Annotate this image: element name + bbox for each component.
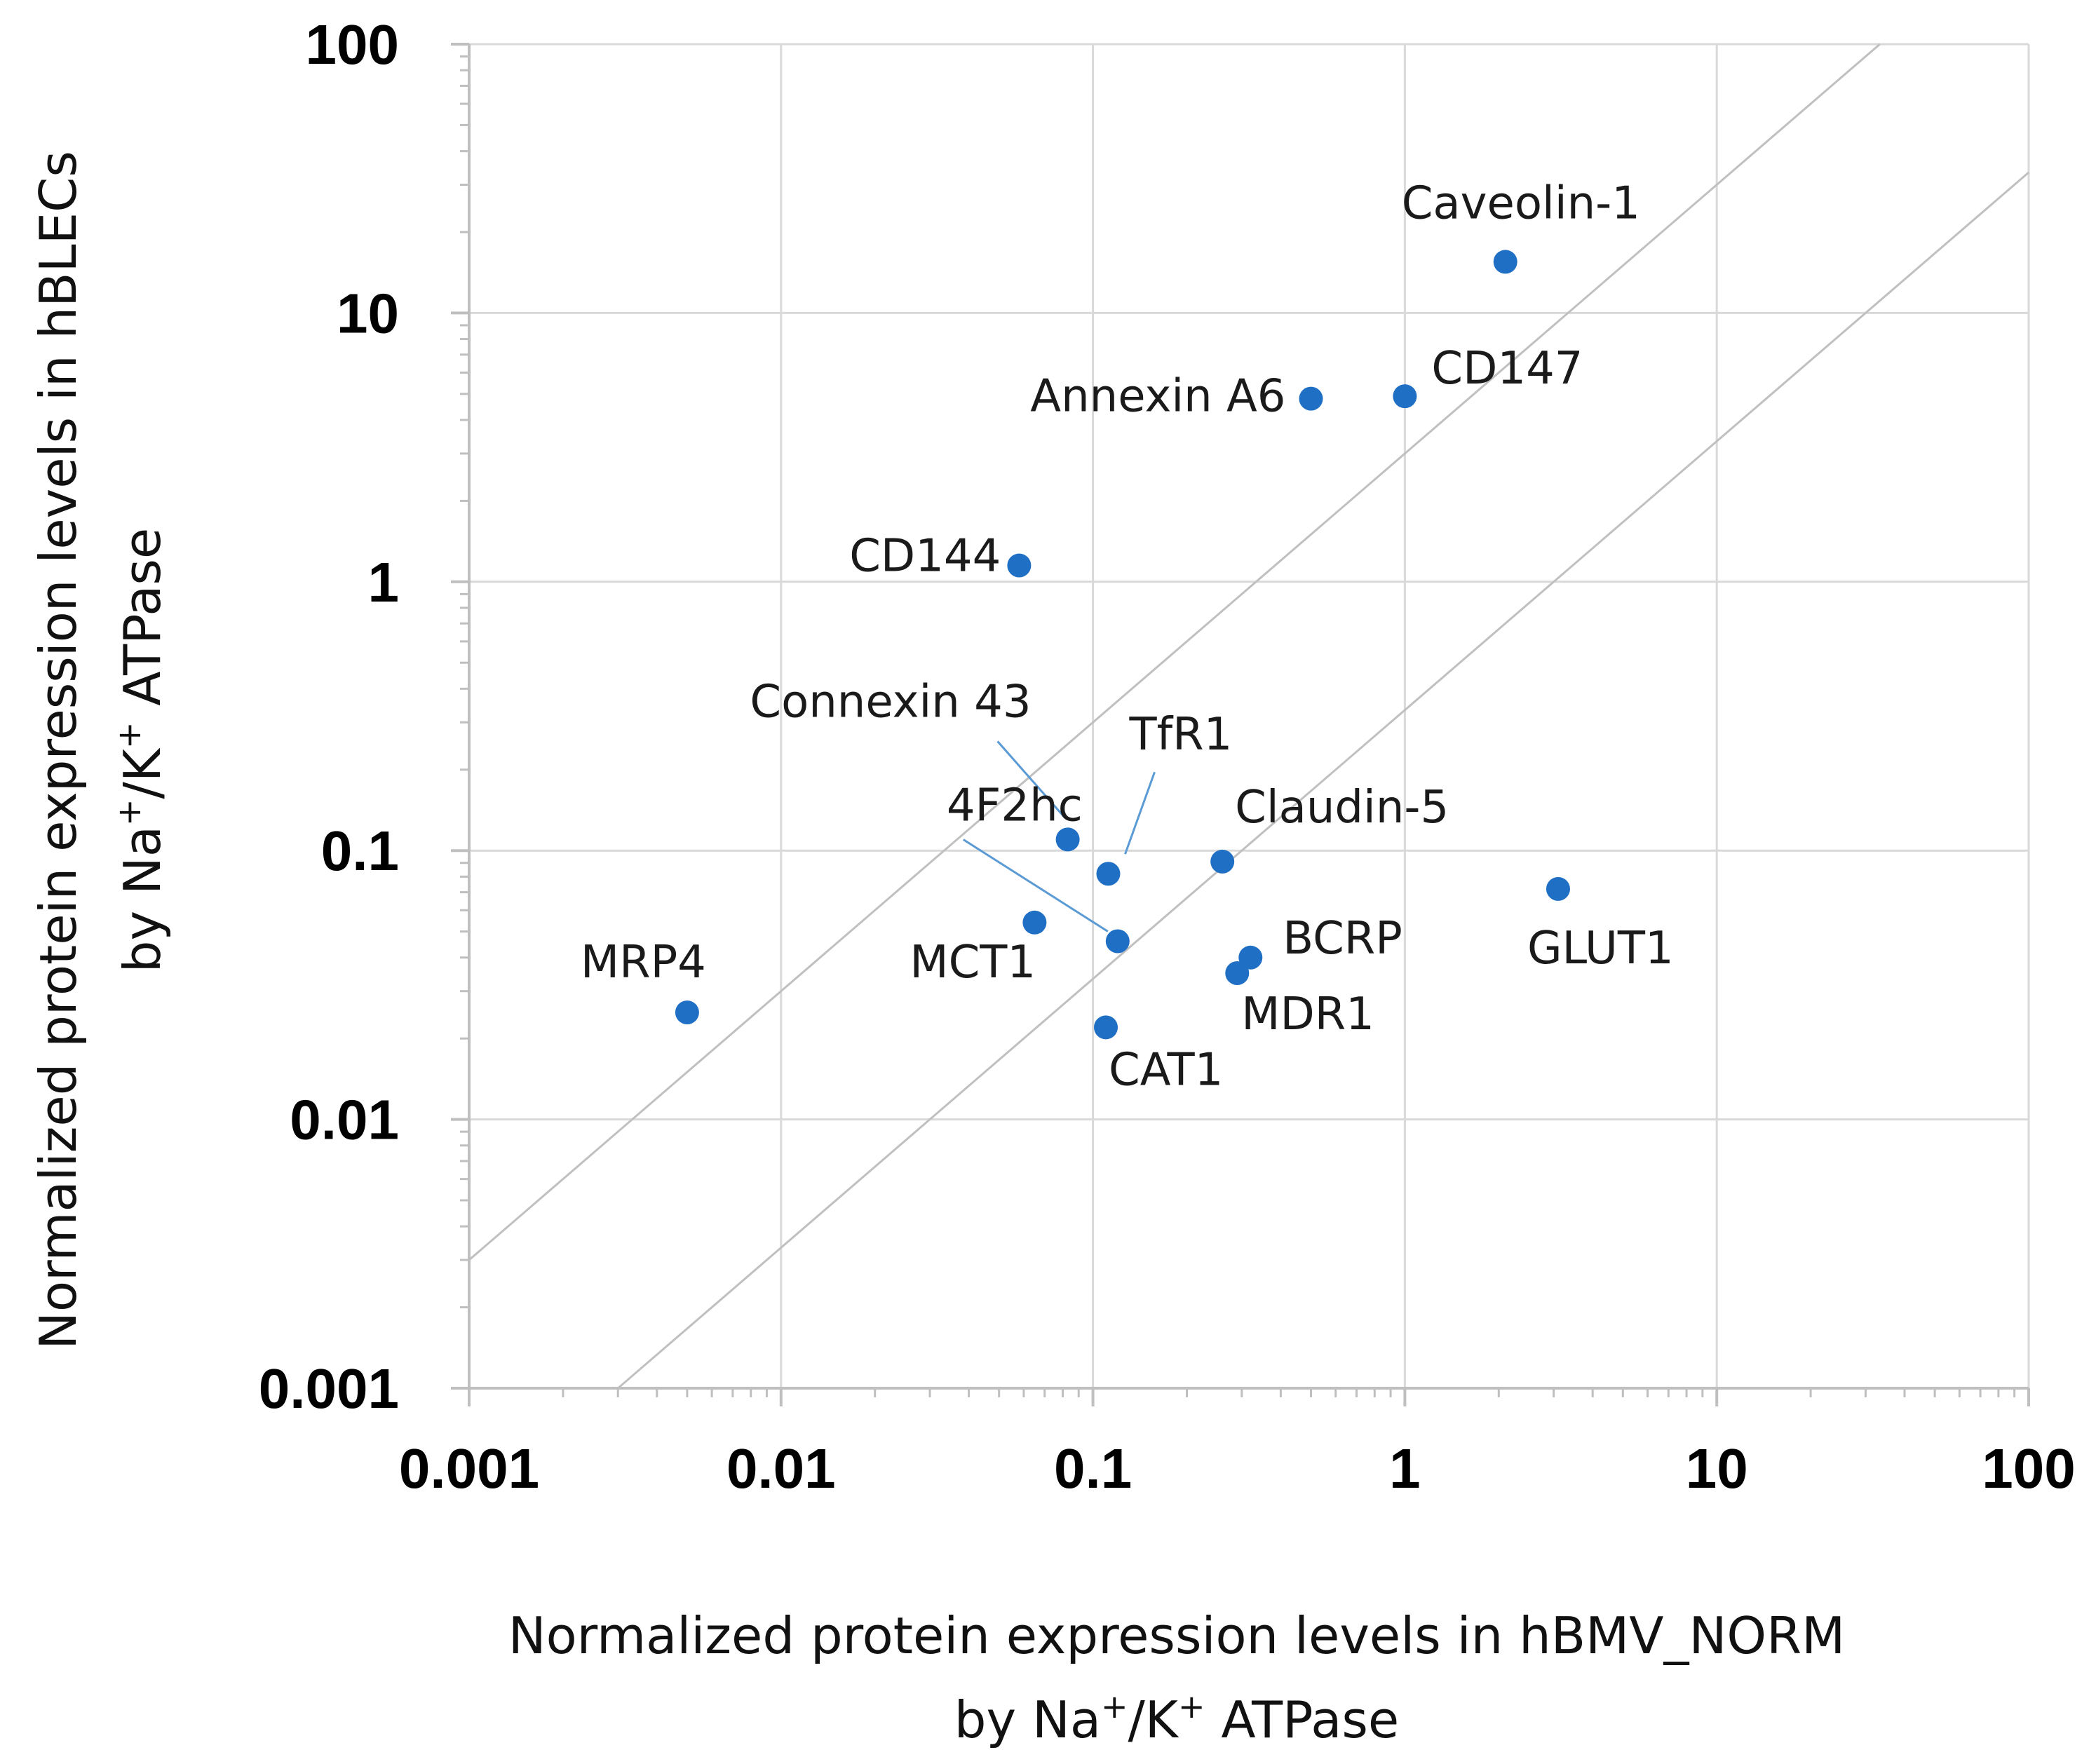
data-label-cd147: CD147 xyxy=(1431,343,1583,395)
data-label-bcrp: BCRP xyxy=(1283,913,1402,965)
data-label-cd144: CD144 xyxy=(849,531,1001,583)
y-title-sup-1: + xyxy=(110,799,148,826)
leader-line-connexin-43 xyxy=(996,740,1066,819)
data-label-glut1: GLUT1 xyxy=(1527,923,1674,975)
x-axis-title-line2: by Na+/K+ ATPase xyxy=(954,1688,1399,1749)
minor-ticks xyxy=(451,43,2030,1406)
data-point-glut1 xyxy=(1546,876,1570,901)
y-axis-title-line2: by Na+/K+ ATPase xyxy=(110,528,172,972)
data-label-annexin-a6: Annexin A6 xyxy=(1030,371,1285,423)
x-tick-label: 0.001 xyxy=(399,1437,539,1500)
label-leader-lines xyxy=(963,740,1156,932)
data-point-mct1 xyxy=(1022,910,1047,935)
reference-line-3-fold-above xyxy=(468,43,1881,1261)
data-point-cd147 xyxy=(1393,384,1417,409)
x-axis-title-line1: Normalized protein expression levels in … xyxy=(508,1606,1846,1665)
y-tick-label: 0.01 xyxy=(290,1089,399,1151)
x-tick-label: 0.1 xyxy=(1054,1437,1132,1500)
data-point-claudin-5 xyxy=(1210,849,1235,874)
x-title-mid: /K xyxy=(1128,1690,1179,1749)
data-point-bcrp xyxy=(1238,945,1263,970)
axes xyxy=(468,44,2029,1390)
data-label-4f2hc: 4F2hc xyxy=(947,780,1083,832)
y-axis-title-line1: Normalized protein expression levels in … xyxy=(29,151,88,1350)
y-tick-label: 0.1 xyxy=(321,820,399,882)
x-tick-label: 0.01 xyxy=(726,1437,836,1500)
y-title-mid: /K xyxy=(113,747,172,799)
data-label-claudin-5: Claudin-5 xyxy=(1235,782,1449,834)
y-title-pre: by Na xyxy=(113,826,172,972)
x-title-post: ATPase xyxy=(1205,1690,1400,1749)
data-label-connexin-43: Connexin 43 xyxy=(750,676,1031,728)
data-label-caveolin-1: Caveolin-1 xyxy=(1402,177,1640,229)
y-axis-tick-labels: 0.001 0.01 0.1 1 10 100 xyxy=(259,13,399,1420)
data-point-connexin-43 xyxy=(1055,827,1080,852)
y-tick-label: 1 xyxy=(368,551,400,613)
reference-lines xyxy=(468,43,2029,1390)
leader-line-4f2hc xyxy=(963,839,1109,932)
data-label-mdr1: MDR1 xyxy=(1241,989,1374,1040)
x-tick-label: 10 xyxy=(1686,1437,1748,1500)
data-point-mdr1 xyxy=(1225,961,1250,986)
data-point-tfr1 xyxy=(1096,862,1121,886)
y-tick-label: 0.001 xyxy=(259,1357,399,1420)
data-label-mct1: MCT1 xyxy=(910,937,1036,989)
grid-lines xyxy=(469,43,2030,1388)
x-tick-label: 1 xyxy=(1389,1437,1421,1500)
x-title-sup-1: + xyxy=(1101,1688,1128,1725)
data-point-annexin-a6 xyxy=(1299,386,1323,411)
y-tick-label: 100 xyxy=(306,13,399,76)
data-label-tfr1: TfR1 xyxy=(1128,709,1232,761)
data-label-cat1: CAT1 xyxy=(1109,1044,1223,1096)
leader-line-tfr1 xyxy=(1124,771,1156,855)
data-point-mrp4 xyxy=(675,1000,699,1025)
data-label-mrp4: MRP4 xyxy=(581,937,706,989)
y-tick-label: 10 xyxy=(337,282,399,344)
data-point-caveolin-1 xyxy=(1493,250,1517,274)
x-title-pre: by Na xyxy=(954,1690,1101,1749)
data-points xyxy=(675,250,1570,1040)
x-title-sup-2: + xyxy=(1178,1688,1205,1725)
reference-line-3-fold-below xyxy=(617,171,2029,1390)
data-point-cat1 xyxy=(1094,1015,1118,1040)
data-point-cd144 xyxy=(1007,553,1032,578)
x-tick-label: 100 xyxy=(1982,1437,2075,1500)
data-point-labels: Caveolin-1 CD147 Annexin A6 CD144 Connexin 4… xyxy=(581,177,1674,1096)
x-axis-tick-labels: 0.001 0.01 0.1 1 10 100 xyxy=(399,1437,2076,1500)
y-title-sup-2: + xyxy=(110,721,148,749)
y-title-post: ATPase xyxy=(113,528,172,722)
data-point-4f2hc xyxy=(1105,929,1130,954)
